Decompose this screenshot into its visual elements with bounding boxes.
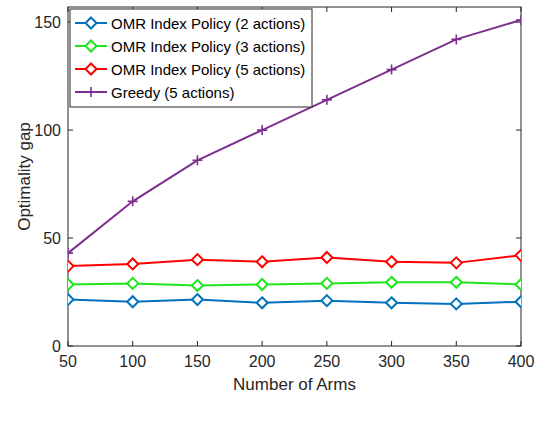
series-marker [127,296,138,307]
series-marker [321,252,332,263]
series [68,250,521,272]
y-tick-label: 150 [34,14,61,31]
legend-label: OMR Index Policy (3 actions) [111,38,305,55]
x-tick-label: 50 [59,353,77,370]
x-tick-mark-top [391,7,392,12]
series-marker [386,277,397,288]
series-marker [192,155,202,165]
series-marker [192,294,203,305]
x-axis-label: Number of Arms [233,375,356,394]
x-tick-label: 100 [119,353,146,370]
legend-label: OMR Index Policy (2 actions) [111,15,305,32]
x-tick-label: 200 [249,353,276,370]
y-tick-label: 0 [52,338,61,355]
x-tick-mark [391,341,392,346]
series-marker [322,95,332,105]
x-tick-mark [326,341,327,346]
series-marker [321,295,332,306]
series-marker [192,280,203,291]
y-tick-mark-right [516,130,521,131]
series-marker [516,296,522,307]
series-marker [257,256,268,267]
legend-label: Greedy (5 actions) [111,84,234,101]
y-tick-mark [68,130,73,131]
series-marker [516,15,521,25]
x-tick: 300 [378,7,405,370]
x-tick-label: 350 [443,353,470,370]
series-marker [192,254,203,265]
y-tick: 50 [43,230,521,247]
series-marker [68,248,73,258]
series-marker [128,196,138,206]
legend-entry: OMR Index Policy (2 actions) [75,15,305,32]
y-tick-label: 100 [34,122,61,139]
series-marker [451,257,462,268]
series-marker [451,34,461,44]
series-marker [257,279,268,290]
series-marker [127,258,138,269]
series-marker [257,297,268,308]
y-axis-label: Optimality gap [15,122,34,231]
series [68,294,521,309]
series-marker [68,294,74,305]
legend-entry: OMR Index Policy (3 actions) [75,38,305,55]
series [68,277,521,291]
series-marker [387,65,397,75]
legend-marker [86,64,97,75]
x-tick-mark [262,341,263,346]
series-marker [386,297,397,308]
x-tick-label: 250 [314,353,341,370]
legend-entry: Greedy (5 actions) [75,84,234,101]
series-marker [451,277,462,288]
series-marker [516,279,522,290]
series-marker [68,279,74,290]
x-tick: 350 [443,7,470,370]
x-tick: 250 [314,7,341,370]
x-tick-label: 300 [378,353,405,370]
series [68,15,521,258]
plot-area [68,7,521,346]
chart: 50100150200250300350400050100150Number o… [0,0,536,434]
series-marker [257,125,267,135]
legend-box [70,9,312,107]
x-tick-label: 150 [184,353,211,370]
series-marker [451,298,462,309]
x-tick-mark [456,341,457,346]
legend-marker [86,18,97,29]
legend: OMR Index Policy (2 actions) OMR Index Po… [70,9,312,107]
series-marker [127,278,138,289]
plot-frame [68,7,521,346]
y-tick-mark-right [516,238,521,239]
x-tick-mark-top [456,7,457,12]
legend-marker [86,41,97,52]
series-marker [68,261,74,272]
series-marker [321,278,332,289]
legend-label: OMR Index Policy (5 actions) [111,61,305,78]
x-tick-mark-top [326,7,327,12]
y-tick-mark [68,238,73,239]
y-tick-label: 50 [43,230,61,247]
x-tick-mark [197,341,198,346]
y-tick: 100 [34,122,521,139]
x-tick-label: 400 [508,353,535,370]
x-tick-mark [132,341,133,346]
legend-entry: OMR Index Policy (5 actions) [75,61,305,78]
series-marker [386,256,397,267]
legend-marker [86,87,96,97]
series-marker [516,250,522,261]
